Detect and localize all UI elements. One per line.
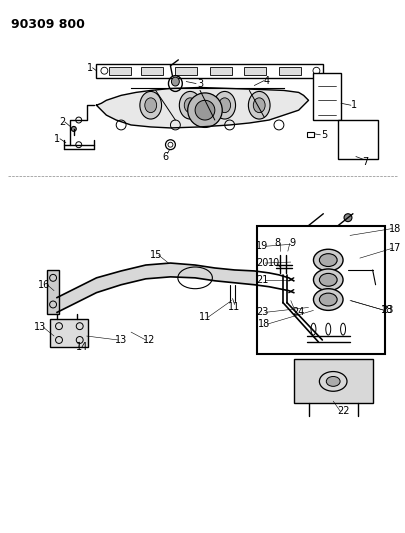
Polygon shape [96,87,308,128]
Text: 23: 23 [256,308,268,317]
Text: 18: 18 [380,305,392,316]
Bar [306,132,314,137]
Ellipse shape [276,250,282,256]
Text: 24: 24 [292,308,304,317]
Text: 23: 23 [380,305,393,316]
Polygon shape [57,263,293,312]
Text: 21: 21 [256,275,268,285]
Ellipse shape [213,92,235,119]
Ellipse shape [145,98,156,112]
Text: 19: 19 [256,241,268,251]
Bar [141,67,162,75]
Text: 6: 6 [162,151,168,161]
Text: 1: 1 [350,100,356,110]
Ellipse shape [218,98,230,112]
Ellipse shape [313,269,342,290]
Text: 10: 10 [267,258,279,268]
Text: 3: 3 [196,78,202,88]
Bar [109,67,131,75]
Text: 11: 11 [198,312,211,322]
Bar [337,120,377,159]
Ellipse shape [343,214,351,222]
Text: 2: 2 [59,117,65,127]
Ellipse shape [187,93,222,127]
Ellipse shape [140,92,161,119]
Ellipse shape [313,249,342,271]
Bar [278,67,300,75]
Ellipse shape [313,289,342,310]
Text: 20: 20 [256,258,268,268]
Text: 1: 1 [86,63,92,73]
Text: 17: 17 [388,243,401,253]
Text: 14: 14 [75,342,87,352]
Ellipse shape [179,92,200,119]
Ellipse shape [248,92,269,119]
Ellipse shape [253,98,264,112]
Text: 1: 1 [54,134,60,144]
Bar [209,67,231,75]
Text: 7: 7 [362,157,368,167]
Text: 5: 5 [320,130,327,140]
Text: 11: 11 [228,302,240,312]
Text: 15: 15 [149,250,162,260]
Ellipse shape [71,126,76,131]
Text: 12: 12 [142,335,155,345]
Bar [50,319,87,347]
Ellipse shape [319,293,336,306]
Bar [47,270,59,314]
Text: 90309 800: 90309 800 [11,19,84,31]
Ellipse shape [319,254,336,266]
Text: 22: 22 [336,406,348,416]
Ellipse shape [195,100,214,120]
Ellipse shape [326,376,339,386]
Text: 13: 13 [115,335,127,345]
Ellipse shape [319,273,336,286]
Ellipse shape [282,250,288,256]
Text: 4: 4 [263,76,269,86]
Text: 18: 18 [388,223,401,233]
Text: 16: 16 [38,280,50,290]
Bar [96,64,322,78]
Bar [313,72,340,120]
Text: 9: 9 [289,238,295,248]
Text: 13: 13 [34,322,46,332]
Bar [257,225,384,354]
Bar [293,359,372,403]
Bar [175,67,196,75]
Ellipse shape [171,77,179,86]
Text: 18: 18 [258,319,270,329]
Text: 8: 8 [273,238,279,248]
Bar [244,67,265,75]
Ellipse shape [184,98,196,112]
